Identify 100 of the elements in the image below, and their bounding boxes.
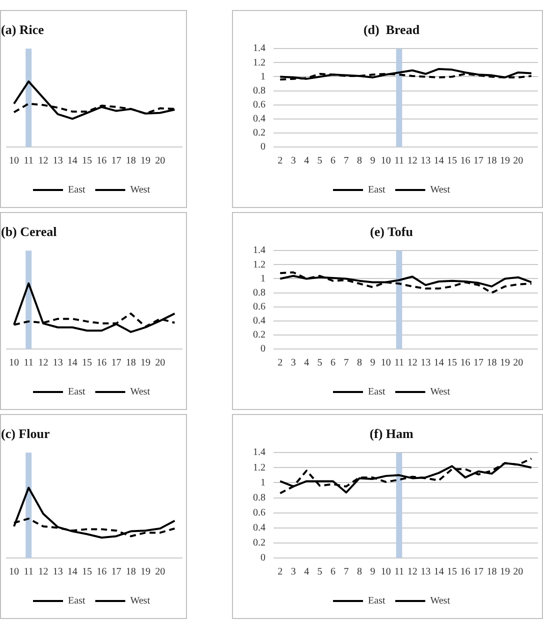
x-tick-label: 13 <box>52 156 63 167</box>
x-tick-label: 11 <box>24 566 34 578</box>
x-tick-label: 19 <box>140 156 150 167</box>
x-tick-label: 19 <box>140 358 150 369</box>
y-tick-label: 0 <box>260 552 266 564</box>
legend-label: West <box>430 184 450 196</box>
x-tick-label: 3 <box>290 566 296 578</box>
y-tick-label: 0.6 <box>253 99 266 110</box>
x-tick-label: 4 <box>304 566 310 578</box>
y-tick-label: 1.2 <box>253 462 266 474</box>
x-tick-label: 17 <box>111 156 122 167</box>
x-tick-label: 4 <box>304 156 310 167</box>
x-tick-label: 13 <box>52 358 63 369</box>
x-tick-label: 6 <box>330 156 336 167</box>
x-tick-label: 2 <box>278 156 283 167</box>
x-tick-label: 9 <box>370 358 376 369</box>
x-tick-label: 12 <box>38 156 48 167</box>
x-tick-label: 12 <box>38 358 48 369</box>
y-tick-label: 0 <box>260 142 266 153</box>
y-tick-label: 0.8 <box>253 85 266 96</box>
x-tick-label: 12 <box>407 156 418 167</box>
x-tick-label: 14 <box>67 358 78 369</box>
x-tick-label: 20 <box>155 566 166 578</box>
x-tick-label: 16 <box>460 566 470 578</box>
x-tick-label: 18 <box>126 156 136 167</box>
x-tick-label: 15 <box>82 358 92 369</box>
y-tick-label: 1 <box>260 71 266 82</box>
x-tick-label: 15 <box>82 566 92 578</box>
legend-label: East <box>68 184 86 196</box>
x-tick-label: 11 <box>24 358 34 369</box>
x-tick-label: 12 <box>38 566 48 578</box>
x-tick-label: 7 <box>344 358 349 369</box>
x-tick-label: 11 <box>394 566 404 578</box>
x-tick-label: 8 <box>356 156 362 167</box>
x-tick-label: 17 <box>473 358 484 369</box>
x-tick-label: 16 <box>96 156 107 167</box>
x-tick-label: 13 <box>52 566 63 578</box>
x-tick-label: 2 <box>278 566 283 578</box>
x-tick-label: 16 <box>96 566 107 578</box>
legend-label: East <box>368 386 386 398</box>
x-tick-label: 9 <box>370 566 376 578</box>
x-tick-label: 4 <box>304 358 310 369</box>
y-tick-label: 1 <box>260 477 266 488</box>
chart-title: (f) Ham <box>370 426 414 442</box>
y-tick-label: 0.8 <box>253 492 266 504</box>
x-tick-label: 18 <box>126 358 136 369</box>
x-tick-label: 10 <box>9 358 19 369</box>
x-tick-label: 20 <box>155 156 166 167</box>
x-tick-label: 5 <box>317 358 322 369</box>
y-tick-label: 0.6 <box>253 507 266 518</box>
chart-title: (d) Bread <box>363 22 420 38</box>
legend-label: East <box>368 184 386 196</box>
x-tick-label: 3 <box>290 156 296 167</box>
y-tick-label: 0 <box>260 344 266 355</box>
x-tick-label: 19 <box>500 358 510 369</box>
x-tick-label: 18 <box>126 566 136 578</box>
x-tick-label: 5 <box>317 156 322 167</box>
x-tick-label: 15 <box>447 358 458 369</box>
y-tick-label: 1.4 <box>253 245 266 256</box>
x-tick-label: 19 <box>500 566 510 578</box>
x-tick-label: 17 <box>473 156 484 167</box>
x-tick-label: 10 <box>9 156 19 167</box>
legend-label: East <box>68 386 86 398</box>
x-tick-label: 18 <box>486 358 497 369</box>
y-tick-label: 0.4 <box>253 114 266 125</box>
chart-title: (a) Rice <box>1 22 44 38</box>
x-tick-label: 14 <box>434 358 444 369</box>
x-tick-label: 16 <box>460 358 470 369</box>
x-tick-label: 18 <box>486 156 497 167</box>
x-tick-label: 8 <box>356 358 362 369</box>
x-tick-label: 13 <box>420 358 431 369</box>
x-tick-label: 20 <box>513 566 524 578</box>
x-tick-label: 8 <box>356 566 362 578</box>
y-tick-label: 0.2 <box>253 538 266 549</box>
x-tick-label: 17 <box>111 358 122 369</box>
y-tick-label: 0.6 <box>253 301 266 312</box>
y-tick-label: 1.2 <box>253 57 266 68</box>
x-tick-label: 10 <box>9 566 19 578</box>
x-tick-label: 14 <box>434 156 444 167</box>
legend-label: West <box>430 596 450 607</box>
x-tick-label: 13 <box>420 566 431 578</box>
y-tick-label: 1.4 <box>253 447 266 458</box>
x-tick-label: 10 <box>380 358 391 369</box>
y-tick-label: 0.8 <box>253 287 266 298</box>
y-tick-label: 0.4 <box>253 316 266 327</box>
x-tick-label: 5 <box>317 566 322 578</box>
y-tick-label: 0.2 <box>253 128 266 139</box>
x-tick-label: 16 <box>96 358 107 369</box>
legend-label: East <box>368 596 386 607</box>
y-tick-label: 1.2 <box>253 259 266 270</box>
x-tick-label: 12 <box>407 358 418 369</box>
x-tick-label: 19 <box>500 156 510 167</box>
legend-label: West <box>130 184 150 196</box>
x-tick-label: 17 <box>111 566 122 578</box>
x-tick-label: 9 <box>370 156 376 167</box>
x-tick-label: 14 <box>67 156 78 167</box>
x-tick-label: 16 <box>460 156 470 167</box>
x-tick-label: 7 <box>344 156 349 167</box>
x-tick-label: 11 <box>394 156 404 167</box>
y-tick-label: 1.4 <box>253 43 266 54</box>
